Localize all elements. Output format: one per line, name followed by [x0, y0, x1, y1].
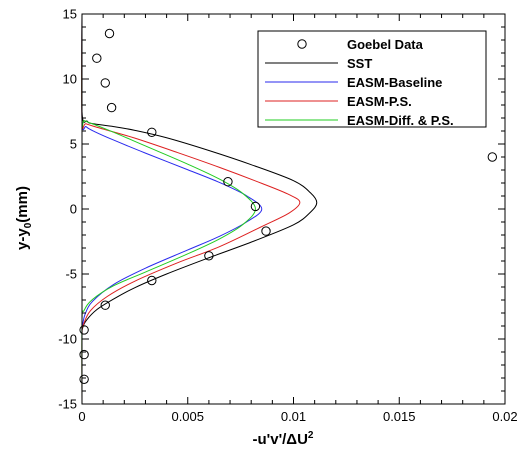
x-axis-label-main: -u'v'/ΔU	[253, 431, 308, 448]
y-axis-label-main: y-y	[14, 228, 31, 250]
legend-marker-goebel-data	[297, 39, 307, 49]
data-point	[261, 226, 271, 236]
axes: 0 0.005 0.01 0.015 0.02 -15 -10 -5 0 5 10 15	[58, 7, 517, 425]
data-point	[106, 102, 117, 113]
data-point	[92, 53, 102, 63]
legend-label: EASM-P.S.	[347, 94, 412, 109]
legend-label: EASM-Baseline	[347, 75, 442, 90]
y-tick-label: 0	[70, 202, 77, 217]
data-point	[147, 275, 157, 286]
data-point	[223, 177, 233, 187]
scatter-markers	[79, 28, 498, 384]
y-tick-label: -10	[58, 332, 77, 347]
x-tick-label: 0.02	[492, 409, 517, 424]
y-axis-label-subscript: 0	[23, 222, 34, 228]
legend-box	[257, 30, 487, 128]
data-point	[100, 78, 110, 88]
x-tick-label: 0.015	[383, 409, 416, 424]
data-point	[250, 201, 261, 212]
data-point	[487, 152, 498, 162]
x-tick-label: 0.005	[171, 409, 204, 424]
x-axis-label: -u'v'/ΔU2	[253, 430, 314, 448]
data-point	[79, 325, 89, 335]
data-point	[79, 374, 89, 384]
x-axis-label-superscript: 2	[308, 430, 314, 441]
x-tick-label: 0.01	[281, 409, 306, 424]
series-line-easm-diff-p-s	[81, 13, 256, 405]
y-tick-label: 15	[63, 7, 77, 22]
series-line-sst	[81, 13, 318, 405]
legend-label: EASM-Diff. & P.S.	[347, 113, 454, 128]
y-tick-label: -5	[65, 267, 77, 282]
y-tick-label: -15	[58, 397, 77, 412]
data-point	[204, 251, 214, 261]
y-axis-label: y-y0(mm)	[14, 186, 34, 250]
series-curves	[81, 13, 318, 405]
legend-items: Goebel Data SST EASM-Baseline EASM-P.S. EASM…	[265, 37, 454, 128]
legend-label: Goebel Data	[347, 37, 424, 52]
data-point	[147, 127, 157, 138]
y-tick-label: 10	[63, 72, 77, 87]
data-point	[104, 28, 115, 39]
y-tick-label: 5	[70, 137, 77, 152]
data-point	[79, 349, 89, 360]
y-axis-label-unit: (mm)	[14, 186, 31, 223]
legend-label: SST	[347, 56, 372, 71]
legend: Goebel Data SST EASM-Baseline EASM-P.S. EASM…	[257, 30, 487, 128]
series-line-easm-baseline	[81, 13, 263, 405]
x-tick-label: 0	[78, 409, 85, 424]
data-point	[100, 300, 110, 310]
series-line-easm-p-s	[81, 13, 301, 405]
